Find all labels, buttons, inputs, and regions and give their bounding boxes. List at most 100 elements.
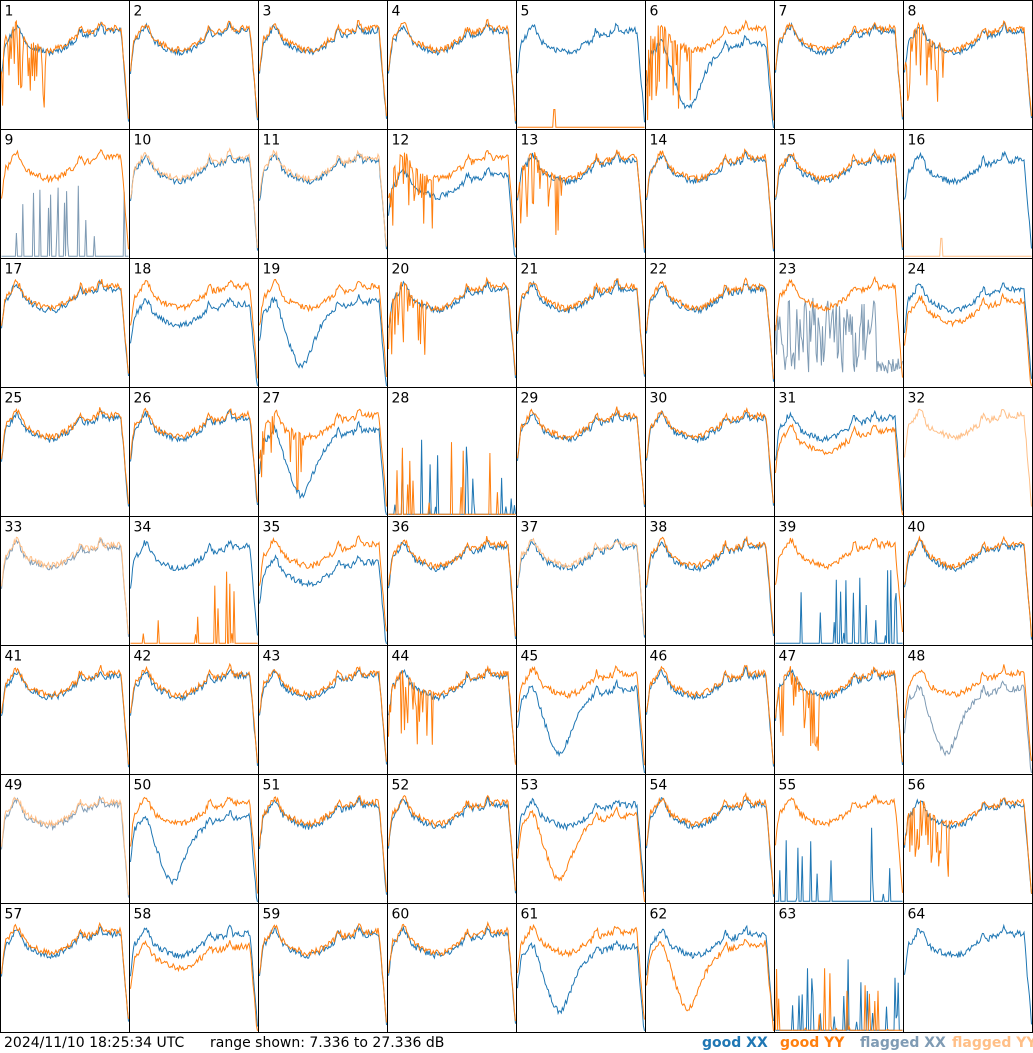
panel-frame [387,516,517,646]
panel-frame [258,903,388,1033]
series-good-yy-8 [904,20,1032,117]
panel-label: 11 [263,133,281,149]
panel-frame [774,129,904,259]
panel-47: 47 [774,645,904,775]
panel-label: 31 [779,391,797,407]
series-good-yy-23 [775,275,903,378]
panel-label: 23 [779,262,797,278]
series-good-yy-50 [130,796,258,894]
series-good-yy-12 [388,150,516,248]
panel-61: 61 [516,903,646,1033]
series-good-yy-9 [1,148,129,250]
panel-58: 58 [129,903,259,1033]
series-good-yy-24 [904,292,1032,387]
legend-flagged-xx: flagged XX [860,1035,946,1051]
panel-label: 5 [521,4,530,20]
panel-26: 26 [129,387,259,517]
series-good-xx-17 [1,279,129,377]
panel-6: 6 [645,0,775,130]
panel-4: 4 [387,0,517,130]
panel-label: 37 [521,520,539,536]
series-good-yy-5 [517,109,645,128]
series-good-yy-14 [646,148,774,249]
panel-frame [516,903,646,1033]
series-good-yy-21 [517,278,645,375]
panel-62: 62 [645,903,775,1033]
panel-frame [516,387,646,517]
panel-label: 30 [650,391,668,407]
panel-frame [645,774,775,904]
panel-52: 52 [387,774,517,904]
series-good-yy-20 [388,276,516,376]
series-good-yy-54 [646,791,774,895]
panel-label: 25 [5,391,23,407]
panel-label: 10 [134,133,152,149]
panel-label: 15 [779,133,797,149]
panel-49: 49 [0,774,130,904]
panel-label: 2 [134,4,143,20]
panel-label: 32 [908,391,926,407]
panel-frame [129,0,259,130]
panel-label: 36 [392,520,410,536]
series-good-xx-29 [517,409,645,508]
panel-label: 38 [650,520,668,536]
series-good-xx-18 [130,296,258,386]
panel-label: 58 [134,907,152,923]
panel-frame [903,516,1033,646]
series-good-yy-7 [775,21,903,117]
series-good-xx-62 [646,924,774,1021]
panel-label: 6 [650,4,659,20]
panel-45: 45 [516,645,646,775]
series-good-xx-5 [517,22,645,123]
series-flagged-yy-37 [517,537,645,635]
panel-24: 24 [903,258,1033,388]
panel-51: 51 [258,774,388,904]
panel-frame [129,129,259,259]
series-good-xx-52 [388,796,516,894]
series-flagged-yy-16 [904,237,1032,257]
series-good-xx-14 [646,150,774,252]
panel-frame [774,516,904,646]
series-good-yy-17 [1,278,129,374]
panel-frame [0,516,130,646]
panel-label: 44 [392,649,410,665]
panel-frame [129,774,259,904]
panel-frame [516,129,646,259]
panel-frame [774,903,904,1033]
panel-label: 41 [5,649,23,665]
panel-frame [516,258,646,388]
series-good-xx-34 [130,539,258,636]
panel-label: 48 [908,649,926,665]
panel-frame [645,0,775,130]
panel-3: 3 [258,0,388,130]
series-good-xx-8 [904,20,1032,119]
panel-41: 41 [0,645,130,775]
panel-57: 57 [0,903,130,1033]
panel-5: 5 [516,0,646,130]
panel-frame [903,129,1033,259]
panel-label: 63 [779,907,797,923]
panel-18: 18 [129,258,259,388]
panel-label: 3 [263,4,272,20]
panel-42: 42 [129,645,259,775]
panel-30: 30 [645,387,775,517]
series-good-yy-13 [517,149,645,249]
panel-label: 4 [392,4,401,20]
panel-label: 54 [650,778,668,794]
panel-13: 13 [516,129,646,259]
panel-8: 8 [903,0,1033,130]
panel-label: 46 [650,649,668,665]
panel-29: 29 [516,387,646,517]
panel-40: 40 [903,516,1033,646]
panel-19: 19 [258,258,388,388]
series-good-yy-15 [775,148,903,248]
series-good-xx-61 [517,939,645,1032]
series-good-yy-48 [904,664,1032,762]
series-good-xx-43 [259,668,387,765]
series-good-yy-2 [130,20,258,118]
legend-good-yy: good YY [780,1035,845,1051]
series-good-yy-36 [388,535,516,637]
series-good-yy-3 [259,19,387,117]
panel-label: 49 [5,778,23,794]
panel-frame [129,516,259,646]
